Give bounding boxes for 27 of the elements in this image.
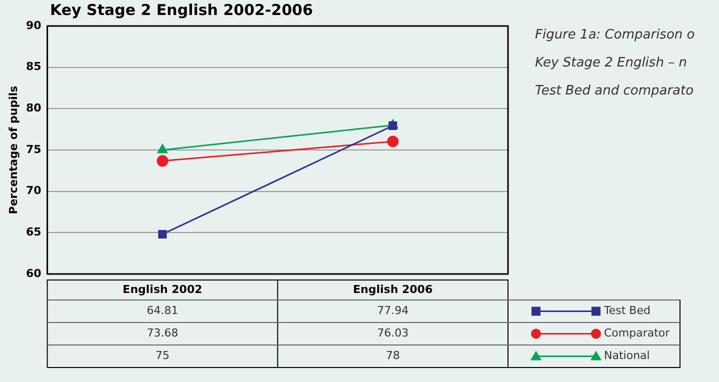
data-label: 75 (155, 349, 170, 362)
y-tick-label: 80 (26, 102, 42, 115)
legend-label: Test Bed (603, 304, 650, 318)
y-tick-label: 75 (26, 142, 42, 156)
data-label: 73.68 (146, 326, 178, 340)
point (158, 230, 167, 239)
x-tick-label: English 2002 (122, 282, 202, 296)
text: Key Stage 2 English – n (535, 55, 687, 70)
legend-label: National (604, 349, 650, 362)
caption: Figure 1a: Comparison o (535, 27, 695, 42)
legend-label: Comparator (604, 326, 670, 340)
point (156, 155, 168, 167)
data-label: 78 (386, 349, 400, 362)
y-tick-label: 85 (26, 60, 42, 74)
y-axis-title: Percentage of pupils (6, 85, 20, 214)
data-label: 64.81 (146, 304, 178, 318)
data-label: 76.03 (377, 326, 409, 340)
chart-title: Key Stage 2 English 2002-2006 (50, 1, 313, 19)
point (387, 136, 399, 148)
data-label: 77.94 (377, 304, 409, 318)
y-tick-label: 70 (26, 184, 42, 198)
y-tick-label: 65 (26, 226, 42, 239)
text: Test Bed and comparato (535, 83, 694, 98)
point (388, 121, 398, 130)
y-tick-label: 60 (26, 266, 42, 280)
x-tick-label: English 2006 (353, 282, 433, 296)
y-tick-label: 90 (26, 18, 42, 32)
